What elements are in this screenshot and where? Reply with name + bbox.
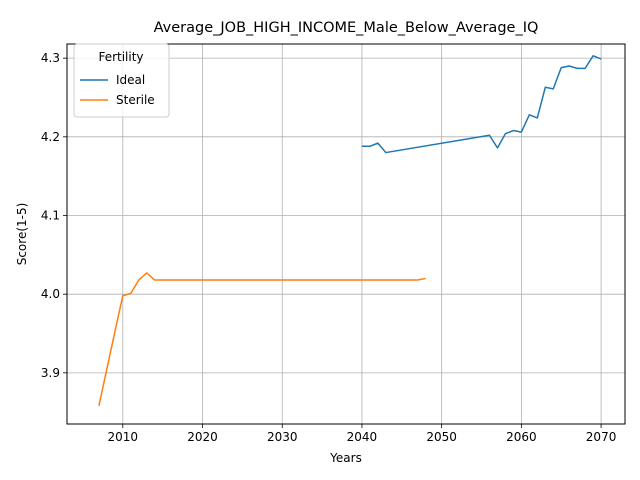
x-tick-label: 2060 — [506, 430, 537, 444]
y-axis-ticks: 3.9 4.0 4.1 4.2 4.3 — [41, 51, 67, 380]
x-tick-label: 2010 — [108, 430, 139, 444]
x-tick-label: 2040 — [347, 430, 378, 444]
chart-title: Average_JOB_HIGH_INCOME_Male_Below_Avera… — [154, 20, 539, 36]
series-line-sterile — [98, 272, 426, 407]
legend-box — [73, 43, 170, 118]
grid — [67, 44, 625, 424]
legend-title: Fertility — [98, 50, 143, 64]
x-tick-label: 2020 — [187, 430, 218, 444]
x-tick-label: 2070 — [586, 430, 617, 444]
y-axis-label: Score(1-5) — [15, 203, 29, 266]
x-tick-label: 2030 — [267, 430, 298, 444]
series-lines — [98, 55, 602, 407]
x-axis-ticks: 2010 2020 2030 2040 2050 2060 2070 — [108, 424, 617, 444]
legend: Fertility Ideal Sterile — [73, 43, 170, 118]
y-tick-label: 4.0 — [41, 287, 60, 301]
legend-entries: Ideal Sterile — [80, 73, 155, 107]
legend-label-sterile: Sterile — [116, 93, 155, 107]
y-tick-label: 4.1 — [41, 209, 60, 223]
y-tick-label: 4.3 — [41, 51, 60, 65]
legend-label-ideal: Ideal — [116, 73, 145, 87]
plot-frame — [66, 43, 626, 425]
x-tick-label: 2050 — [426, 430, 457, 444]
y-tick-label: 3.9 — [41, 366, 60, 380]
series-line-ideal — [361, 55, 602, 154]
x-axis-label: Years — [329, 451, 362, 465]
y-tick-label: 4.2 — [41, 130, 60, 144]
